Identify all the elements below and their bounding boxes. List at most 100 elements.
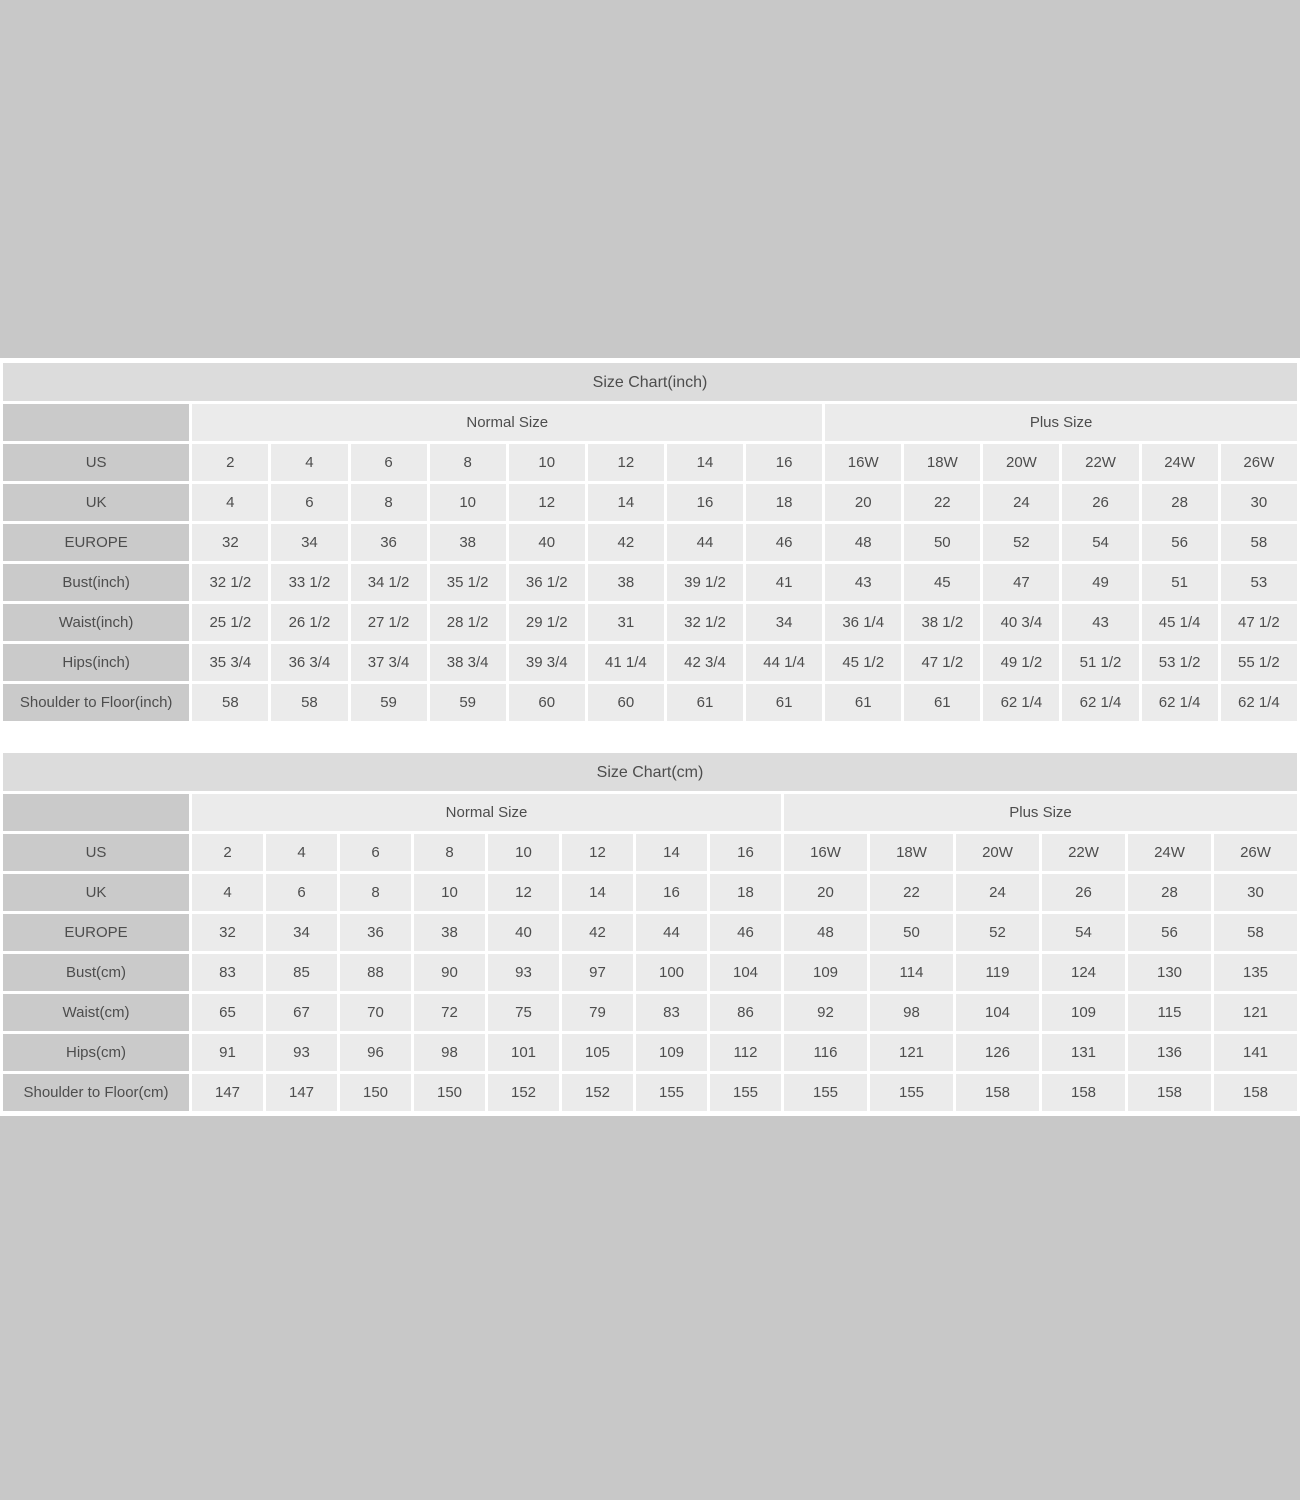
table-cell: 2 [192, 834, 263, 871]
table-cell: 104 [710, 954, 781, 991]
table-cell: 44 [636, 914, 707, 951]
table-cell: 39 3/4 [508, 644, 585, 681]
row-label: Hips(cm) [3, 1034, 189, 1071]
table-cell: 48 [825, 524, 902, 561]
row-label: Bust(cm) [3, 954, 189, 991]
table-cell: 158 [1214, 1074, 1297, 1111]
corner-cell [3, 404, 190, 441]
table-cell: 12 [587, 444, 664, 481]
table-cell: 6 [266, 874, 337, 911]
table-cell: 150 [340, 1074, 411, 1111]
table-cell: 88 [340, 954, 411, 991]
table-cell: 152 [488, 1074, 559, 1111]
table-cell: 121 [1214, 994, 1297, 1031]
table-cell: 10 [488, 834, 559, 871]
table-cell: 46 [746, 524, 823, 561]
table-cell: 34 [266, 914, 337, 951]
table-cell: 28 [1141, 484, 1218, 521]
table-cell: 79 [562, 994, 633, 1031]
table-cell: 26 [1042, 874, 1125, 911]
table-cell: 50 [904, 524, 981, 561]
table-cell: 38 [587, 564, 664, 601]
table-cell: 83 [192, 954, 263, 991]
table-cell: 56 [1128, 914, 1211, 951]
row-label: Shoulder to Floor(inch) [3, 684, 190, 721]
table-title: Size Chart(cm) [3, 753, 1297, 791]
table-cell: 24 [983, 484, 1060, 521]
table-cell: 34 [746, 604, 823, 641]
table-title: Size Chart(inch) [3, 363, 1297, 401]
table-cell: 100 [636, 954, 707, 991]
table-row: Hips(inch) 35 3/4 36 3/4 37 3/4 38 3/4 39 3/4… [3, 644, 1297, 681]
table-cell: 40 [488, 914, 559, 951]
table-cell: 72 [414, 994, 485, 1031]
table-row: Waist(inch) 25 1/2 26 1/2 27 1/2 28 1/2 29 1/… [3, 604, 1297, 641]
table-cell: 86 [710, 994, 781, 1031]
table-title-row: Size Chart(inch) [3, 363, 1297, 401]
table-cell: 24W [1128, 834, 1211, 871]
table-cell: 155 [636, 1074, 707, 1111]
table-cell: 115 [1128, 994, 1211, 1031]
table-cell: 20 [784, 874, 867, 911]
table-cell: 14 [666, 444, 744, 481]
group-header-row: Normal Size Plus Size [3, 794, 1297, 831]
table-cell: 32 [192, 914, 263, 951]
group-header-row: Normal Size Plus Size [3, 404, 1297, 441]
table-cell: 35 1/2 [429, 564, 506, 601]
table-cell: 131 [1042, 1034, 1125, 1071]
table-cell: 29 1/2 [508, 604, 585, 641]
table-cell: 51 [1141, 564, 1218, 601]
row-label: US [3, 444, 190, 481]
group-header-normal-size: Normal Size [192, 404, 823, 441]
table-cell: 22W [1042, 834, 1125, 871]
table-cell: 58 [1214, 914, 1297, 951]
table-row: Hips(cm) 91 93 96 98 101 105 109 112 116 121 126 131… [3, 1034, 1297, 1071]
table-row: EUROPE 32 34 36 38 40 42 44 46 48 50 52 54 56 58 [3, 914, 1297, 951]
table-cell: 47 [983, 564, 1060, 601]
table-cell: 101 [488, 1034, 559, 1071]
table-cell: 41 1/4 [587, 644, 664, 681]
table-cell: 12 [488, 874, 559, 911]
table-cell: 4 [192, 484, 269, 521]
table-cell: 41 [746, 564, 823, 601]
table-cell: 4 [266, 834, 337, 871]
table-cell: 136 [1128, 1034, 1211, 1071]
table-cell: 150 [414, 1074, 485, 1111]
table-cell: 54 [1042, 914, 1125, 951]
table-cell: 8 [340, 874, 411, 911]
table-cell: 20 [825, 484, 902, 521]
table-cell: 38 1/2 [904, 604, 981, 641]
table-cell: 50 [870, 914, 953, 951]
table-cell: 18W [904, 444, 981, 481]
row-label: US [3, 834, 189, 871]
table-cell: 38 [429, 524, 506, 561]
table-cell: 12 [562, 834, 633, 871]
table-cell: 42 3/4 [666, 644, 744, 681]
table-cell: 52 [983, 524, 1060, 561]
row-label: EUROPE [3, 914, 189, 951]
table-cell: 8 [429, 444, 506, 481]
table-cell: 98 [870, 994, 953, 1031]
table-cell: 40 3/4 [983, 604, 1060, 641]
table-row: US 2 4 6 8 10 12 14 16 16W 18W 20W 22W 24W 26W [3, 834, 1297, 871]
table-cell: 70 [340, 994, 411, 1031]
table-cell: 61 [666, 684, 744, 721]
table-cell: 45 [904, 564, 981, 601]
table-cell: 58 [1220, 524, 1297, 561]
table-cell: 83 [636, 994, 707, 1031]
table-cell: 10 [414, 874, 485, 911]
table-cell: 62 1/4 [983, 684, 1060, 721]
table-cell: 32 1/2 [666, 604, 744, 641]
table-cell: 16W [784, 834, 867, 871]
table-cell: 44 1/4 [746, 644, 823, 681]
table-cell: 60 [508, 684, 585, 721]
row-label: Hips(inch) [3, 644, 190, 681]
table-cell: 26W [1220, 444, 1297, 481]
table-cell: 53 1/2 [1141, 644, 1218, 681]
row-label: UK [3, 484, 190, 521]
table-cell: 14 [587, 484, 664, 521]
table-cell: 141 [1214, 1034, 1297, 1071]
table-cell: 59 [350, 684, 427, 721]
table-cell: 158 [1128, 1074, 1211, 1111]
table-cell: 35 3/4 [192, 644, 269, 681]
